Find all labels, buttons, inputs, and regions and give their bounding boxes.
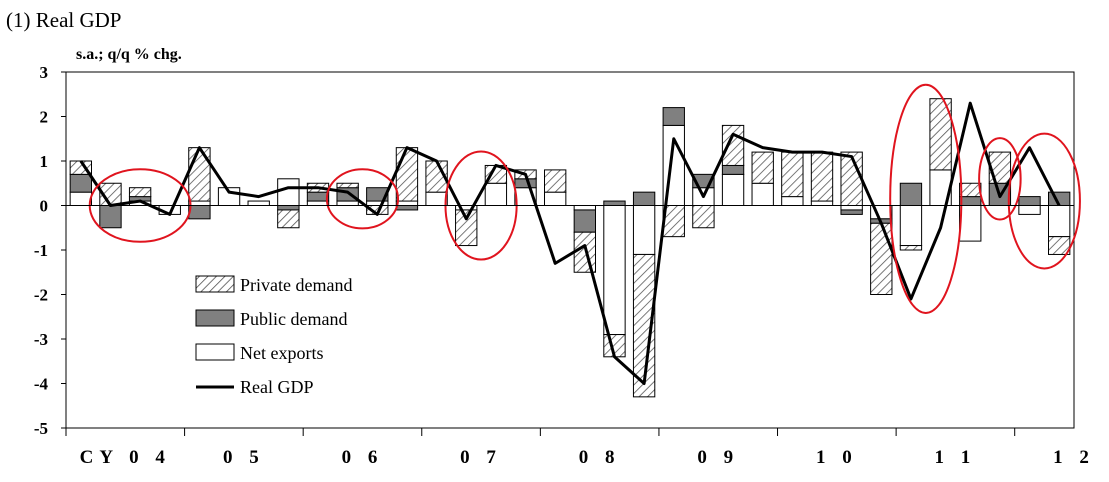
bar-private-demand bbox=[810, 151, 834, 202]
highlight-ellipse bbox=[889, 83, 963, 314]
y-tick-label: -4 bbox=[34, 375, 49, 394]
bar-net-exports bbox=[781, 196, 804, 207]
bar-private-demand bbox=[781, 151, 804, 198]
y-tick-label: -5 bbox=[34, 419, 48, 438]
legend-label-net-exports: Net exports bbox=[240, 343, 323, 363]
bar-public-demand bbox=[721, 164, 745, 175]
bar-private-demand bbox=[455, 209, 478, 247]
bar-public-demand bbox=[514, 178, 537, 189]
y-tick-label: 0 bbox=[40, 197, 49, 216]
bar-net-exports bbox=[899, 205, 923, 247]
bar-private-demand bbox=[1048, 236, 1071, 255]
bar-public-demand bbox=[188, 205, 211, 220]
bar-public-demand bbox=[306, 191, 330, 202]
bar-net-exports bbox=[573, 205, 596, 211]
bar-private-demand bbox=[128, 187, 152, 198]
bar-public-demand bbox=[99, 205, 122, 229]
bar-public-demand bbox=[277, 205, 300, 211]
bar-private-demand bbox=[336, 182, 359, 189]
x-tick-label: 0 9 bbox=[697, 447, 739, 468]
bar-private-demand bbox=[870, 222, 893, 295]
x-tick-label: 1 0 bbox=[816, 447, 858, 468]
bar-net-exports bbox=[395, 200, 419, 207]
y-tick-label: -3 bbox=[34, 330, 48, 349]
legend-label-real-gdp: Real GDP bbox=[240, 377, 314, 397]
x-tick-label: 1 1 bbox=[935, 447, 977, 468]
bar-private-demand bbox=[721, 124, 745, 166]
x-tick-label: 1 2 bbox=[1053, 447, 1095, 468]
bar-private-demand bbox=[188, 147, 211, 202]
bar-public-demand bbox=[1018, 196, 1041, 207]
bar-net-exports bbox=[1018, 205, 1041, 215]
unit-label: s.a.; q/q % chg. bbox=[76, 46, 182, 63]
bar-net-exports bbox=[188, 200, 211, 207]
bar-private-demand bbox=[751, 151, 774, 184]
bar-public-demand bbox=[959, 196, 982, 207]
x-tick-label: 0 6 bbox=[342, 447, 384, 468]
bar-private-demand bbox=[929, 98, 952, 171]
bar-private-demand bbox=[899, 245, 923, 251]
highlight-ellipse bbox=[325, 168, 400, 230]
bar-net-exports bbox=[959, 205, 982, 242]
bar-private-demand bbox=[573, 231, 596, 273]
chart-title: (1) Real GDP bbox=[6, 8, 122, 32]
bar-public-demand bbox=[840, 209, 863, 215]
bar-net-exports bbox=[484, 182, 508, 206]
legend-swatch-public-demand bbox=[195, 309, 235, 327]
bar-net-exports bbox=[69, 191, 92, 206]
bar-net-exports bbox=[1048, 205, 1071, 238]
bar-net-exports bbox=[603, 205, 626, 336]
bar-public-demand bbox=[69, 173, 92, 193]
bar-public-demand bbox=[395, 205, 419, 211]
x-tick-label: CY 0 4 bbox=[80, 447, 171, 468]
bar-private-demand bbox=[632, 253, 656, 398]
bar-net-exports bbox=[306, 200, 330, 207]
x-tick-label: 0 7 bbox=[460, 447, 502, 468]
y-tick-label: -2 bbox=[34, 286, 48, 305]
bar-net-exports bbox=[632, 205, 656, 255]
bar-public-demand bbox=[632, 191, 656, 206]
bar-private-demand bbox=[395, 147, 419, 202]
legend-swatch-net-exports bbox=[195, 343, 235, 361]
bar-public-demand bbox=[899, 182, 923, 206]
bar-private-demand bbox=[959, 182, 982, 198]
x-tick-label: 0 5 bbox=[223, 447, 265, 468]
highlight-ellipse bbox=[978, 137, 1022, 221]
bar-net-exports bbox=[247, 200, 270, 207]
bar-net-exports bbox=[544, 191, 567, 206]
plot-frame bbox=[65, 71, 1075, 429]
legend-label-private-demand: Private demand bbox=[240, 275, 352, 295]
bar-net-exports bbox=[277, 178, 300, 207]
highlight-ellipse bbox=[1007, 132, 1081, 270]
bar-net-exports bbox=[721, 173, 745, 207]
bar-public-demand bbox=[662, 107, 685, 126]
bar-public-demand bbox=[573, 209, 596, 233]
y-tick-label: -1 bbox=[34, 241, 48, 260]
bar-public-demand bbox=[366, 187, 389, 202]
legend-swatch-private-demand bbox=[195, 275, 235, 293]
bar-net-exports bbox=[336, 200, 359, 207]
bar-private-demand bbox=[277, 209, 300, 229]
bar-net-exports bbox=[366, 200, 389, 207]
bar-net-exports bbox=[810, 200, 834, 207]
bar-private-demand bbox=[988, 151, 1012, 184]
x-tick-label: 0 8 bbox=[579, 447, 621, 468]
bar-net-exports bbox=[840, 205, 863, 211]
bar-public-demand bbox=[603, 200, 626, 207]
bar-private-demand bbox=[692, 205, 715, 229]
bar-net-exports bbox=[751, 182, 774, 206]
y-tick-label: 2 bbox=[40, 108, 49, 127]
bar-private-demand bbox=[544, 169, 567, 193]
bar-net-exports bbox=[425, 191, 448, 206]
y-tick-label: 1 bbox=[40, 152, 49, 171]
legend-label-public-demand: Public demand bbox=[240, 309, 347, 329]
y-tick-label: 3 bbox=[40, 63, 49, 82]
